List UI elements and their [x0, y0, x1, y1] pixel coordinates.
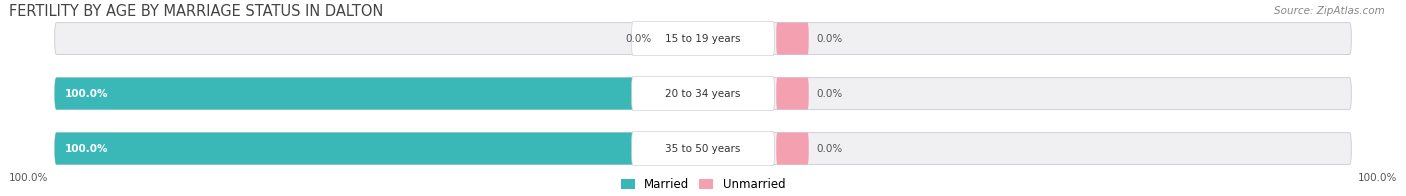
FancyBboxPatch shape [55, 133, 703, 164]
FancyBboxPatch shape [55, 78, 1351, 110]
Text: 100.0%: 100.0% [1357, 173, 1396, 183]
FancyBboxPatch shape [631, 76, 775, 111]
Text: 15 to 19 years: 15 to 19 years [665, 34, 741, 44]
FancyBboxPatch shape [669, 78, 702, 110]
FancyBboxPatch shape [776, 133, 808, 164]
FancyBboxPatch shape [669, 23, 702, 54]
Text: 20 to 34 years: 20 to 34 years [665, 89, 741, 99]
FancyBboxPatch shape [631, 132, 775, 166]
FancyBboxPatch shape [55, 78, 703, 110]
FancyBboxPatch shape [55, 23, 1351, 54]
FancyBboxPatch shape [776, 23, 808, 54]
Text: 100.0%: 100.0% [65, 143, 108, 153]
Text: 100.0%: 100.0% [10, 173, 49, 183]
Text: Source: ZipAtlas.com: Source: ZipAtlas.com [1274, 6, 1385, 16]
Text: 35 to 50 years: 35 to 50 years [665, 143, 741, 153]
FancyBboxPatch shape [631, 22, 775, 56]
Text: 100.0%: 100.0% [65, 89, 108, 99]
Text: FERTILITY BY AGE BY MARRIAGE STATUS IN DALTON: FERTILITY BY AGE BY MARRIAGE STATUS IN D… [10, 5, 384, 19]
Text: 0.0%: 0.0% [817, 143, 842, 153]
Legend: Married, Unmarried: Married, Unmarried [616, 173, 790, 196]
Text: 0.0%: 0.0% [817, 34, 842, 44]
FancyBboxPatch shape [55, 133, 1351, 164]
Text: 0.0%: 0.0% [817, 89, 842, 99]
FancyBboxPatch shape [669, 133, 702, 164]
FancyBboxPatch shape [776, 78, 808, 110]
Text: 0.0%: 0.0% [624, 34, 651, 44]
